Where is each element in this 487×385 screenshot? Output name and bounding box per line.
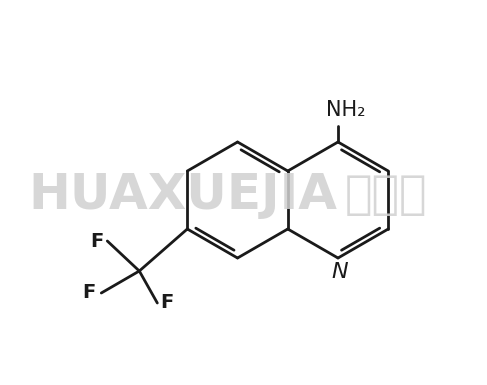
Text: HUAXUEJIA: HUAXUEJIA (28, 171, 337, 219)
Text: N: N (332, 262, 348, 282)
Text: F: F (161, 293, 174, 313)
Text: F: F (91, 231, 104, 251)
Text: NH₂: NH₂ (326, 100, 366, 120)
Text: 化学加: 化学加 (345, 172, 428, 218)
Text: F: F (83, 283, 96, 303)
